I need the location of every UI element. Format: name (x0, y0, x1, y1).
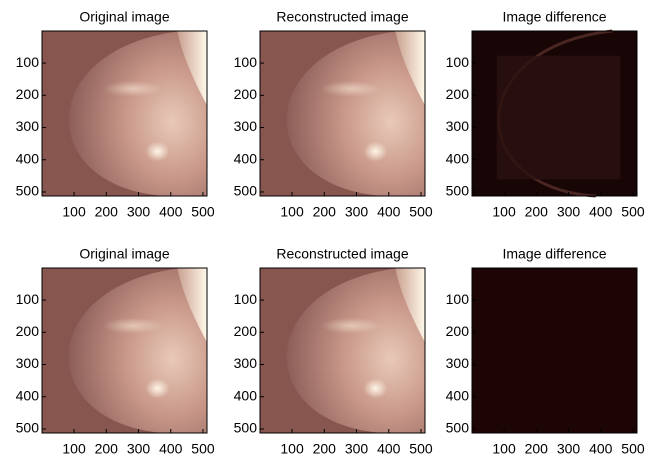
bright-spot (146, 141, 170, 161)
image (260, 31, 425, 196)
bright-band (321, 318, 381, 334)
y-tick-label: 100 (16, 54, 40, 70)
x-tick-label: 500 (409, 441, 433, 457)
y-tick-label: 200 (16, 323, 40, 339)
subplot-title: Original image (79, 246, 169, 262)
x-tick-label: 500 (621, 204, 645, 220)
y-tick-label: 400 (16, 150, 40, 166)
x-tick-label: 300 (557, 204, 581, 220)
bright-spot (364, 141, 388, 161)
x-tick-label: 400 (159, 441, 183, 457)
x-tick-label: 300 (345, 204, 369, 220)
y-tick-label: 500 (16, 420, 40, 436)
x-tick-label: 300 (127, 441, 151, 457)
x-tick-label: 200 (313, 441, 337, 457)
y-tick-label: 200 (16, 86, 40, 102)
x-tick-label: 500 (409, 204, 433, 220)
y-tick-label: 200 (446, 86, 470, 102)
y-tick-label: 500 (446, 420, 470, 436)
image (42, 268, 207, 433)
y-tick-label: 200 (234, 86, 258, 102)
y-tick-label: 300 (446, 118, 470, 134)
y-tick-label: 500 (234, 183, 258, 199)
y-tick-label: 100 (234, 291, 258, 307)
y-tick-label: 100 (446, 54, 470, 70)
x-tick-label: 300 (127, 204, 151, 220)
bright-spot (364, 378, 388, 398)
y-tick-label: 400 (234, 387, 258, 403)
x-tick-label: 200 (95, 441, 119, 457)
x-tick-label: 100 (492, 204, 516, 220)
y-tick-label: 300 (234, 355, 258, 371)
y-tick-label: 500 (234, 420, 258, 436)
y-tick-label: 500 (446, 183, 470, 199)
bright-band (321, 81, 381, 97)
subplot-title: Image difference (502, 9, 606, 25)
y-tick-label: 400 (234, 150, 258, 166)
y-tick-label: 300 (234, 118, 258, 134)
x-tick-label: 100 (280, 441, 304, 457)
y-tick-label: 300 (446, 355, 470, 371)
image (472, 31, 637, 196)
figure: Original image 100 200 300 400 500 100 200 300 40… (0, 0, 646, 457)
image (260, 268, 425, 433)
x-tick-label: 200 (95, 204, 119, 220)
bright-band (103, 81, 163, 97)
image (42, 31, 207, 196)
x-tick-label: 200 (313, 204, 337, 220)
y-tick-label: 300 (16, 355, 40, 371)
image-background (472, 268, 637, 433)
subplot-title: Image difference (502, 246, 606, 262)
y-tick-label: 400 (16, 387, 40, 403)
bright-band (103, 318, 163, 334)
x-tick-label: 400 (589, 441, 613, 457)
x-tick-label: 200 (525, 441, 549, 457)
y-tick-label: 200 (234, 323, 258, 339)
y-tick-label: 200 (446, 323, 470, 339)
x-tick-label: 300 (345, 441, 369, 457)
y-tick-label: 100 (16, 291, 40, 307)
y-tick-label: 300 (16, 118, 40, 134)
difference-texture (497, 56, 621, 180)
y-tick-label: 100 (446, 291, 470, 307)
subplot-title: Reconstructed image (276, 246, 409, 262)
x-tick-label: 400 (377, 204, 401, 220)
x-tick-label: 100 (62, 441, 86, 457)
x-tick-label: 400 (159, 204, 183, 220)
bright-spot (146, 378, 170, 398)
y-tick-label: 400 (446, 150, 470, 166)
x-tick-label: 500 (621, 441, 645, 457)
x-tick-label: 500 (191, 441, 215, 457)
x-tick-label: 100 (62, 204, 86, 220)
x-tick-label: 400 (377, 441, 401, 457)
x-tick-label: 100 (492, 441, 516, 457)
y-tick-label: 500 (16, 183, 40, 199)
y-tick-label: 400 (446, 387, 470, 403)
subplot-title: Reconstructed image (276, 9, 409, 25)
y-tick-label: 100 (234, 54, 258, 70)
x-tick-label: 300 (557, 441, 581, 457)
subplot-title: Original image (79, 9, 169, 25)
x-tick-label: 100 (280, 204, 304, 220)
x-tick-label: 400 (589, 204, 613, 220)
x-tick-label: 200 (525, 204, 549, 220)
x-tick-label: 500 (191, 204, 215, 220)
image (472, 268, 637, 433)
